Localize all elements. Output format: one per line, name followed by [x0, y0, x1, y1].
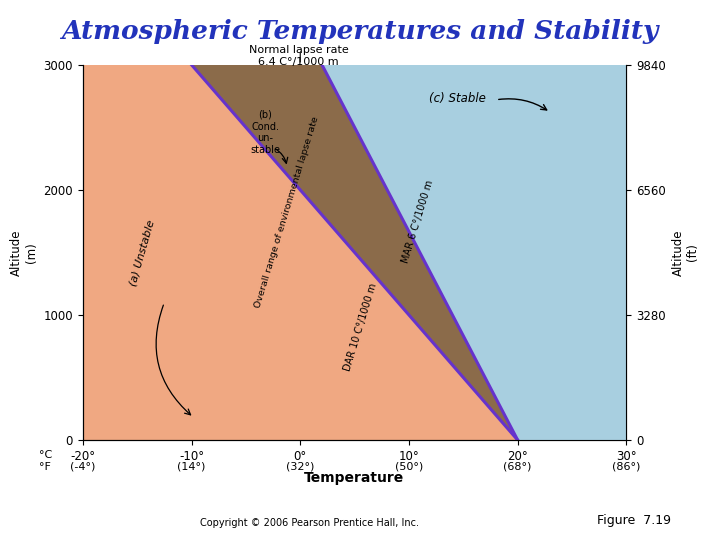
Y-axis label: Altitude
(m): Altitude (m) — [10, 229, 38, 276]
Text: (86°): (86°) — [612, 462, 641, 471]
Text: (a) Unstable: (a) Unstable — [128, 218, 157, 287]
Text: Temperature: Temperature — [304, 471, 405, 485]
Text: (c) Stable: (c) Stable — [429, 92, 486, 105]
Text: Figure  7.19: Figure 7.19 — [597, 514, 670, 527]
Text: Overall range of environmental lapse rate: Overall range of environmental lapse rat… — [253, 116, 320, 309]
Text: MAR 6 C°/1000 m: MAR 6 C°/1000 m — [400, 179, 435, 264]
Text: (32°): (32°) — [286, 462, 315, 471]
Text: (-4°): (-4°) — [70, 462, 96, 471]
Y-axis label: Altitude
(ft): Altitude (ft) — [672, 229, 699, 276]
Text: °F: °F — [40, 462, 51, 471]
Text: (b)
Cond.
un-
stable: (b) Cond. un- stable — [251, 110, 281, 155]
Text: (68°): (68°) — [503, 462, 532, 471]
Text: Normal lapse rate
6.4 C°/1000 m: Normal lapse rate 6.4 C°/1000 m — [249, 45, 348, 67]
Text: (14°): (14°) — [177, 462, 206, 471]
Text: DAR 10 C°/1000 m: DAR 10 C°/1000 m — [342, 282, 378, 373]
Text: (50°): (50°) — [395, 462, 423, 471]
Text: Atmospheric Temperatures and Stability: Atmospheric Temperatures and Stability — [61, 19, 659, 44]
Text: °C: °C — [39, 450, 52, 460]
Text: Copyright © 2006 Pearson Prentice Hall, Inc.: Copyright © 2006 Pearson Prentice Hall, … — [200, 518, 419, 529]
